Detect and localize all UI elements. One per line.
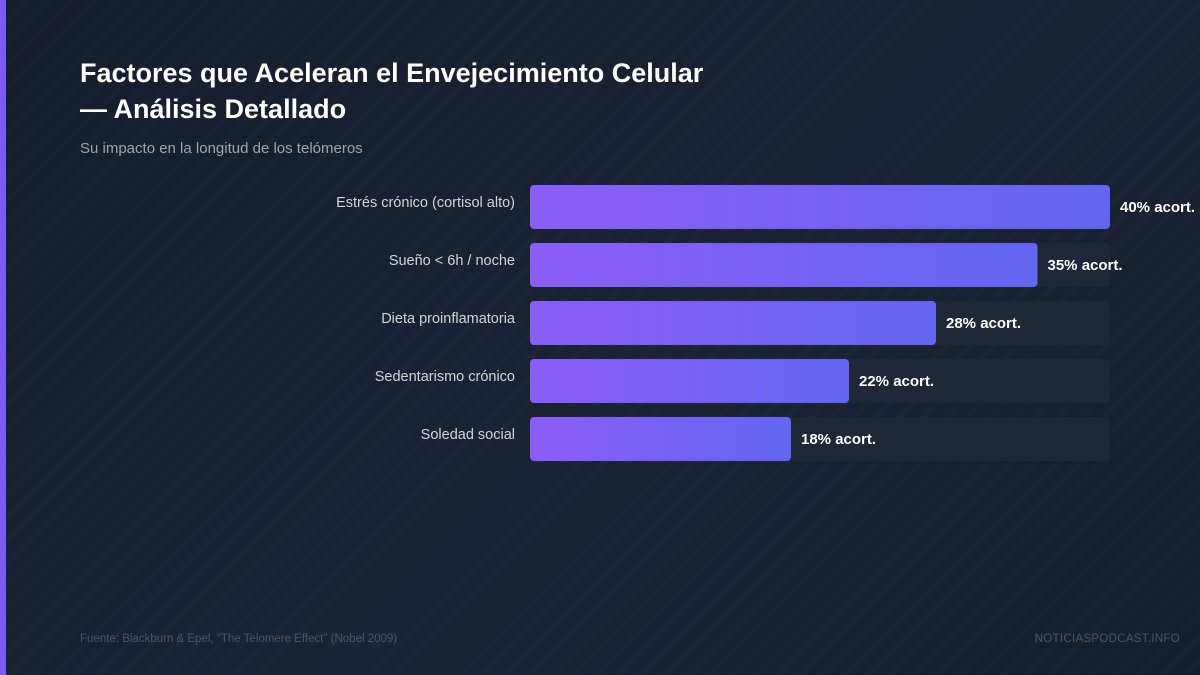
source-note: Fuente: Blackburn & Epel, "The Telomere … (80, 633, 398, 645)
category-label: Sueño < 6h / noche (389, 253, 515, 269)
bar (530, 185, 1110, 229)
bar (530, 359, 849, 403)
value-label: 18% acort. (801, 431, 876, 448)
bar (530, 417, 791, 461)
chart-subtitle: Su impacto en la longitud de los telómer… (80, 140, 363, 157)
value-label: 40% acort. (1120, 199, 1195, 216)
chart-title: Factores que Aceleran el Envejecimiento … (80, 58, 704, 124)
value-label: 22% acort. (859, 373, 934, 390)
brand-link[interactable]: NOTICIASPODCAST.INFO (1034, 633, 1180, 645)
bar (530, 243, 1038, 287)
bar (530, 301, 936, 345)
category-label: Dieta proinflamatoria (381, 311, 516, 327)
category-label: Sedentarismo crónico (375, 369, 515, 385)
accent-bar (0, 0, 6, 675)
value-label: 28% acort. (946, 315, 1021, 332)
value-label: 35% acort. (1048, 257, 1123, 274)
category-label: Estrés crónico (cortisol alto) (336, 195, 515, 211)
category-label: Soledad social (421, 427, 515, 443)
